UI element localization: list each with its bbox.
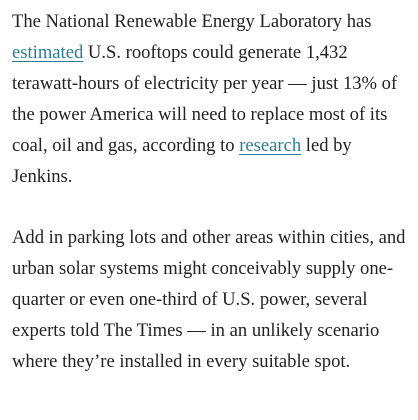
- paragraph-1-text-middle: U.S. rooftops could generate 1,432 teraw…: [12, 42, 398, 156]
- research-link[interactable]: research: [239, 135, 302, 156]
- paragraph-1-text-start: The National Renewable Energy Laboratory…: [12, 11, 372, 32]
- article-body: The National Renewable Energy Laboratory…: [12, 6, 406, 372]
- paragraph-1-text-end: led by Jenkins.: [12, 135, 352, 187]
- paragraph-1: The National Renewable Energy Laboratory…: [12, 6, 406, 192]
- estimated-link[interactable]: estimated: [12, 42, 84, 63]
- paragraph-2: Add in parking lots and other areas with…: [12, 227, 406, 372]
